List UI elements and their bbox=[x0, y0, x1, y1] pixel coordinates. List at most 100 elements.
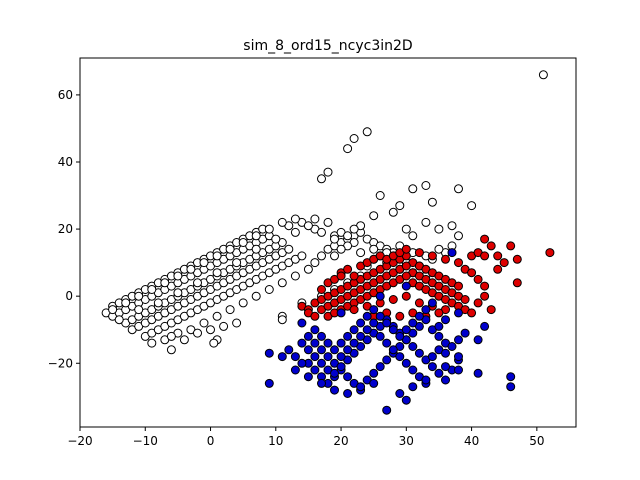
data-point-series2-54 bbox=[330, 368, 339, 378]
data-point-series2-66 bbox=[408, 365, 418, 375]
data-point-series2-64 bbox=[395, 352, 405, 362]
data-point-series0-202 bbox=[134, 291, 144, 301]
x-tick-label-1: −10 bbox=[133, 434, 158, 448]
data-point-series2-0 bbox=[264, 348, 274, 358]
data-point-series0-157 bbox=[251, 244, 261, 254]
data-point-series0-211 bbox=[251, 231, 261, 241]
data-point-series0-239 bbox=[434, 224, 444, 234]
data-point-series1-115 bbox=[486, 241, 496, 251]
data-point-series1-93 bbox=[480, 281, 490, 291]
data-point-series0-248 bbox=[330, 251, 339, 261]
data-point-series1-108 bbox=[401, 291, 411, 301]
data-point-series2-5 bbox=[317, 345, 326, 355]
data-point-series0-245 bbox=[349, 224, 359, 234]
data-point-series2-28 bbox=[317, 358, 326, 368]
data-point-series2-14 bbox=[375, 362, 385, 372]
data-point-series2-81 bbox=[330, 345, 339, 355]
data-point-series2-85 bbox=[356, 318, 366, 328]
ticks-layer: −20 −10 0 10 20 30 40 50 −20 0 20 40 60 bbox=[48, 88, 545, 448]
data-point-series2-87 bbox=[369, 305, 379, 315]
data-point-series2-115 bbox=[454, 365, 463, 375]
data-point-series0-138 bbox=[317, 251, 326, 261]
data-point-series0-184 bbox=[209, 338, 219, 348]
points-layer bbox=[101, 70, 555, 415]
data-point-series0-133 bbox=[264, 285, 274, 294]
data-point-series1-98 bbox=[512, 254, 522, 264]
data-point-series1-117 bbox=[512, 278, 522, 288]
data-point-series0-181 bbox=[232, 318, 242, 328]
data-point-series2-55 bbox=[336, 352, 346, 362]
data-point-series0-205 bbox=[173, 271, 183, 281]
data-point-series0-226 bbox=[323, 167, 333, 177]
data-point-series1-74 bbox=[480, 291, 490, 301]
x-tick-label-7: 50 bbox=[529, 434, 544, 448]
data-point-series2-114 bbox=[454, 352, 463, 362]
data-point-series2-117 bbox=[480, 321, 490, 331]
data-point-series1-49 bbox=[460, 295, 470, 304]
data-point-series2-96 bbox=[427, 298, 437, 308]
data-point-series2-65 bbox=[401, 358, 411, 368]
data-point-series2-61 bbox=[375, 331, 385, 341]
chart-title: sim_8_ord15_ncyc3in2D bbox=[243, 38, 412, 54]
data-point-series0-158 bbox=[271, 234, 281, 244]
y-tick-label-0: −20 bbox=[48, 356, 73, 370]
x-tick-label-6: 40 bbox=[464, 434, 479, 448]
y-tick-label-4: 60 bbox=[58, 88, 73, 102]
data-point-series1-96 bbox=[499, 258, 509, 268]
data-point-series0-132 bbox=[251, 291, 261, 301]
data-point-series2-75 bbox=[284, 345, 294, 355]
data-point-series0-241 bbox=[421, 217, 431, 227]
data-point-series0-129 bbox=[212, 311, 222, 321]
data-point-series0-243 bbox=[369, 211, 379, 221]
data-point-series0-203 bbox=[147, 285, 157, 294]
data-point-series0-153 bbox=[173, 288, 183, 298]
data-point-series0-246 bbox=[343, 231, 353, 241]
data-point-series0-151 bbox=[134, 305, 144, 315]
x-tick-label-4: 20 bbox=[333, 434, 348, 448]
data-point-series1-77 bbox=[349, 271, 359, 281]
data-point-series1-86 bbox=[414, 248, 424, 258]
data-point-series1-121 bbox=[395, 311, 405, 321]
data-point-series1-104 bbox=[349, 305, 359, 315]
data-point-series0-208 bbox=[212, 251, 222, 261]
x-tick-label-0: −20 bbox=[67, 434, 92, 448]
data-point-series1-124 bbox=[434, 308, 444, 318]
data-point-series2-46 bbox=[434, 368, 444, 378]
data-point-series2-122 bbox=[401, 281, 411, 291]
data-point-series1-85 bbox=[401, 244, 411, 254]
data-point-series1-87 bbox=[427, 251, 437, 261]
data-point-series0-130 bbox=[225, 305, 235, 315]
data-point-series2-123 bbox=[375, 291, 385, 301]
data-point-series1-100 bbox=[317, 285, 326, 294]
data-point-series2-3 bbox=[303, 331, 313, 341]
data-point-series1-40 bbox=[401, 261, 411, 271]
data-point-series0-182 bbox=[166, 345, 176, 355]
data-point-series0-249 bbox=[538, 70, 548, 80]
data-point-series2-23 bbox=[434, 331, 444, 341]
data-point-series2-26 bbox=[303, 345, 313, 355]
data-point-series0-234 bbox=[421, 181, 431, 190]
data-point-series0-159 bbox=[290, 227, 300, 237]
data-point-series0-186 bbox=[277, 315, 287, 325]
data-point-series2-45 bbox=[427, 362, 437, 372]
data-point-series1-73 bbox=[473, 298, 483, 308]
data-point-series0-156 bbox=[232, 258, 242, 268]
data-point-series1-97 bbox=[506, 241, 516, 251]
data-point-series0-231 bbox=[395, 201, 405, 211]
data-point-series2-119 bbox=[506, 372, 516, 382]
data-point-series2-118 bbox=[473, 368, 483, 378]
data-point-series1-76 bbox=[343, 264, 353, 274]
data-point-series1-116 bbox=[493, 251, 503, 261]
y-tick-label-3: 40 bbox=[58, 155, 73, 169]
data-point-series2-25 bbox=[297, 338, 307, 348]
data-point-series2-78 bbox=[310, 325, 320, 335]
data-point-series0-209 bbox=[225, 244, 235, 254]
data-point-series1-62 bbox=[401, 271, 411, 281]
data-point-series0-180 bbox=[219, 321, 229, 331]
data-point-series0-233 bbox=[408, 184, 418, 194]
data-point-series0-163 bbox=[369, 244, 379, 254]
data-point-series2-98 bbox=[441, 315, 450, 325]
y-tick-label-2: 20 bbox=[58, 222, 73, 236]
data-point-series0-236 bbox=[454, 184, 463, 194]
